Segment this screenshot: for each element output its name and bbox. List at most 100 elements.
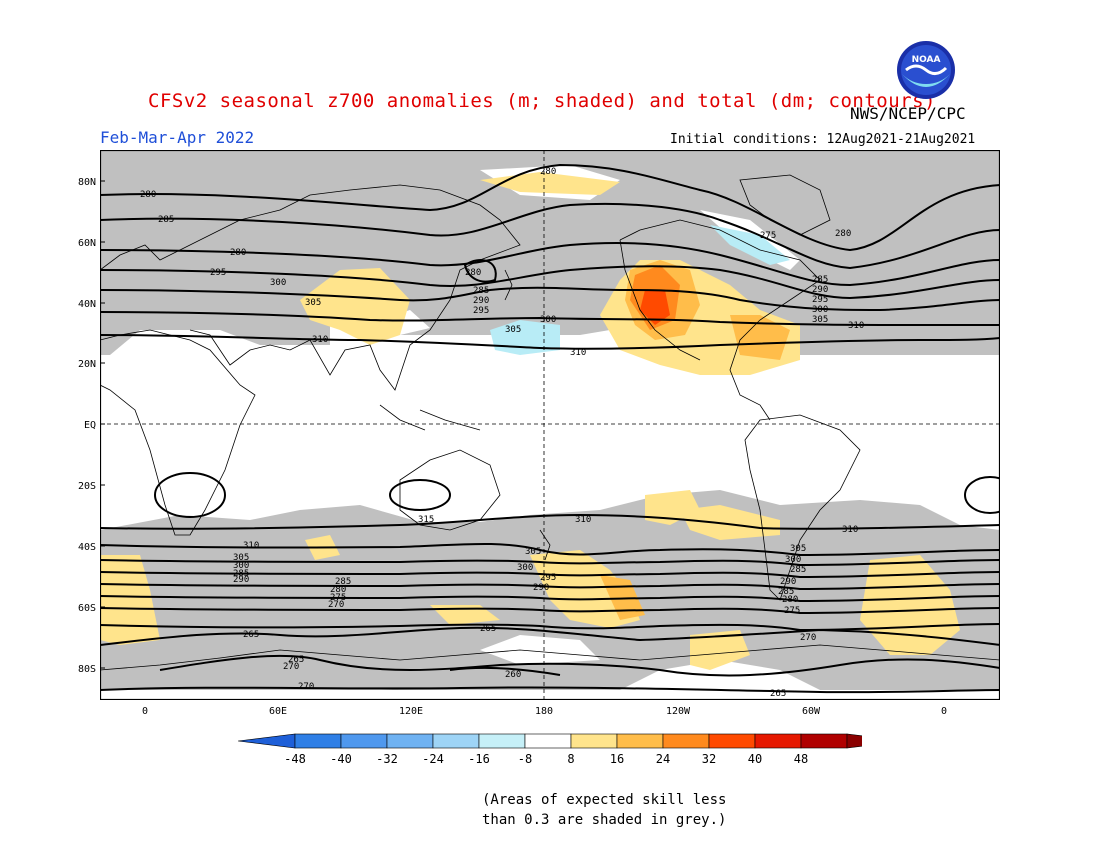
colorbar-label: -16 (468, 752, 490, 766)
lat-label: EQ (84, 420, 96, 431)
lat-label: 20S (78, 481, 96, 492)
colorbar-swatch (662, 733, 710, 749)
contour-label: 310 (575, 515, 591, 525)
positive-anomaly-shading (100, 172, 960, 670)
colorbar-swatch (386, 733, 434, 749)
lat-label: 40S (78, 542, 96, 553)
colorbar-swatches (238, 733, 862, 749)
contour-label: 305 (305, 298, 321, 308)
colorbar-swatch (846, 733, 862, 749)
contour-label: 300 (517, 563, 533, 573)
contour-label: 280 (230, 248, 246, 258)
contour-label: 285 (158, 215, 174, 225)
colorbar-swatch (340, 733, 388, 749)
colorbar-label: -24 (422, 752, 444, 766)
contour-labels: 280 285 280 295 300 305 310 280 280 285 … (140, 167, 864, 699)
lat-label: 60S (78, 603, 96, 614)
colorbar-swatch (800, 733, 848, 749)
colorbar-label: -8 (518, 752, 532, 766)
contour-label: 270 (283, 662, 299, 672)
lat-label: 60N (78, 238, 96, 249)
colorbar-label: -48 (284, 752, 306, 766)
contour-label: 280 (330, 585, 346, 595)
skill-note-line2: than 0.3 are shaded in grey.) (482, 812, 727, 828)
contour-label: 280 (540, 167, 556, 177)
contour-label: 265 (770, 689, 786, 699)
contour-label: 295 (812, 295, 828, 305)
contour-label: 295 (210, 268, 226, 278)
colorbar-swatch (708, 733, 756, 749)
contour-label: 300 (785, 555, 801, 565)
contour-label: 310 (312, 335, 328, 345)
colorbar-label: 32 (702, 752, 716, 766)
contour-label: 305 (505, 325, 521, 335)
colorbar-label: 16 (610, 752, 624, 766)
contour-label: 290 (473, 296, 489, 306)
contour-label: 280 (835, 229, 851, 239)
initial-conditions-label: Initial conditions: 12Aug2021-21Aug2021 (670, 132, 976, 147)
contour-label: 285 (233, 569, 249, 579)
contour-label: 315 (418, 515, 434, 525)
colorbar-label: 8 (567, 752, 574, 766)
coastlines (100, 174, 1000, 671)
colorbar-swatch (754, 733, 802, 749)
contour-label: 295 (540, 573, 556, 583)
colorbar-label: 48 (794, 752, 808, 766)
colorbar-label: 40 (748, 752, 762, 766)
lon-label: 120E (399, 706, 423, 717)
lon-label: 120W (666, 706, 691, 717)
colorbar-swatch (570, 733, 618, 749)
contour-label: 310 (848, 321, 864, 331)
contour-label: 310 (243, 541, 259, 551)
contour-label: 265 (288, 655, 304, 665)
contour-label: 275 (760, 231, 776, 241)
contour-label: 285 (778, 587, 794, 597)
skill-note-line1: (Areas of expected skill less (482, 792, 727, 808)
contour-label: 270 (328, 600, 344, 610)
lon-label: 60W (802, 706, 821, 717)
contour-label: 300 (812, 305, 828, 315)
contour-label: 260 (505, 670, 521, 680)
contour-label: 285 (473, 286, 489, 296)
contour-label: 310 (570, 348, 586, 358)
lon-label: 0 (941, 706, 947, 717)
contour-label: 285 (812, 275, 828, 285)
colorbar-swatch (524, 733, 572, 749)
contour-label: 280 (140, 190, 156, 200)
contour-label: 305 (790, 544, 806, 554)
contour-label: 295 (473, 306, 489, 316)
contour-label: 300 (540, 315, 556, 325)
contour-label: 305 (525, 547, 541, 557)
colorbar-swatch (294, 733, 342, 749)
contour-label: 305 (233, 553, 249, 563)
contour-label: 305 (812, 315, 828, 325)
colorbar: -48 -40 -32 -24 -16 -8 8 16 24 32 40 48 (238, 733, 862, 766)
lon-label: 0 (142, 706, 148, 717)
contour-label: 290 (533, 583, 549, 593)
contour-label: 270 (800, 633, 816, 643)
contour-label: 285 (335, 577, 351, 587)
contour-label: 300 (233, 561, 249, 571)
contour-label: 265 (243, 630, 259, 640)
contour-label: 300 (270, 278, 286, 288)
contour-label: 285 (790, 565, 806, 575)
noaa-logo-text: NOAA (912, 55, 941, 65)
contour-label: 275 (784, 606, 800, 616)
colorbar-label: 24 (656, 752, 670, 766)
contour-label: 280 (465, 268, 481, 278)
colorbar-swatch (238, 733, 296, 749)
lat-label: 80S (78, 664, 96, 675)
anomaly-map: 280 285 280 295 300 305 310 280 280 285 … (100, 150, 1000, 700)
height-contours (100, 163, 1000, 694)
lon-label: 60E (269, 706, 287, 717)
map-title: CFSv2 seasonal z700 anomalies (m; shaded… (148, 90, 936, 112)
contour-label: 290 (812, 285, 828, 295)
contour-label: 275 (330, 593, 346, 603)
lat-label: 80N (78, 177, 96, 188)
contour-label: 290 (233, 575, 249, 585)
lat-label: 40N (78, 299, 96, 310)
latitude-axis: 80N 60N 40N 20N EQ 20S 40S 60S 80S (78, 177, 96, 675)
lat-label: 20N (78, 359, 96, 370)
contour-label: 290 (780, 577, 796, 587)
colorbar-label: -32 (376, 752, 398, 766)
